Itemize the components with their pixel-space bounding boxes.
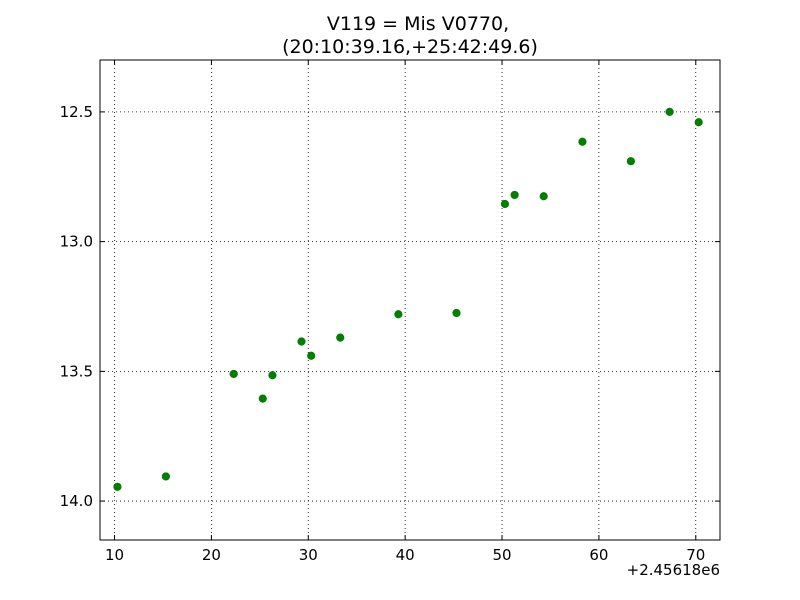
data-point [626, 157, 635, 166]
data-point [258, 394, 267, 403]
data-point [336, 333, 345, 342]
data-point [539, 192, 548, 201]
data-point [510, 190, 519, 200]
x-tick-label: 10 [105, 546, 124, 564]
chart-title-line1: V119 = Mis V0770, [327, 13, 509, 35]
x-tick-label: 60 [589, 546, 608, 564]
x-tick-label: 20 [202, 546, 221, 564]
data-point [694, 118, 703, 127]
y-tick-labels: 12.5 13.0 13.5 14.0 [60, 103, 93, 510]
data-point [268, 371, 277, 380]
y-tick-label: 14.0 [60, 492, 93, 510]
data-point [307, 351, 316, 360]
data-point [500, 199, 510, 209]
x-tick-label: 70 [686, 546, 705, 564]
data-point [229, 369, 238, 379]
x-offset-label: +2.45618e6 [627, 561, 720, 579]
x-tick-label: 40 [396, 546, 415, 564]
data-point [452, 308, 461, 318]
data-point [161, 472, 170, 481]
y-tick-label: 13.0 [60, 233, 93, 251]
data-points [113, 107, 703, 491]
y-tick-label: 12.5 [60, 103, 93, 121]
data-point [113, 482, 122, 491]
y-tick-label: 13.5 [60, 362, 93, 380]
x-tick-label: 30 [299, 546, 318, 564]
data-point [578, 137, 587, 146]
x-tick-label: 50 [492, 546, 511, 564]
data-point [665, 107, 674, 116]
x-tick-labels: 10 20 30 40 50 60 70 [105, 546, 705, 564]
data-point [394, 310, 403, 319]
plot-frame [99, 59, 721, 541]
data-point [297, 337, 306, 346]
chart-title-line2: (20:10:39.16,+25:42:49.6) [282, 36, 538, 58]
axis-ticks [100, 60, 720, 540]
grid-lines [100, 60, 720, 540]
